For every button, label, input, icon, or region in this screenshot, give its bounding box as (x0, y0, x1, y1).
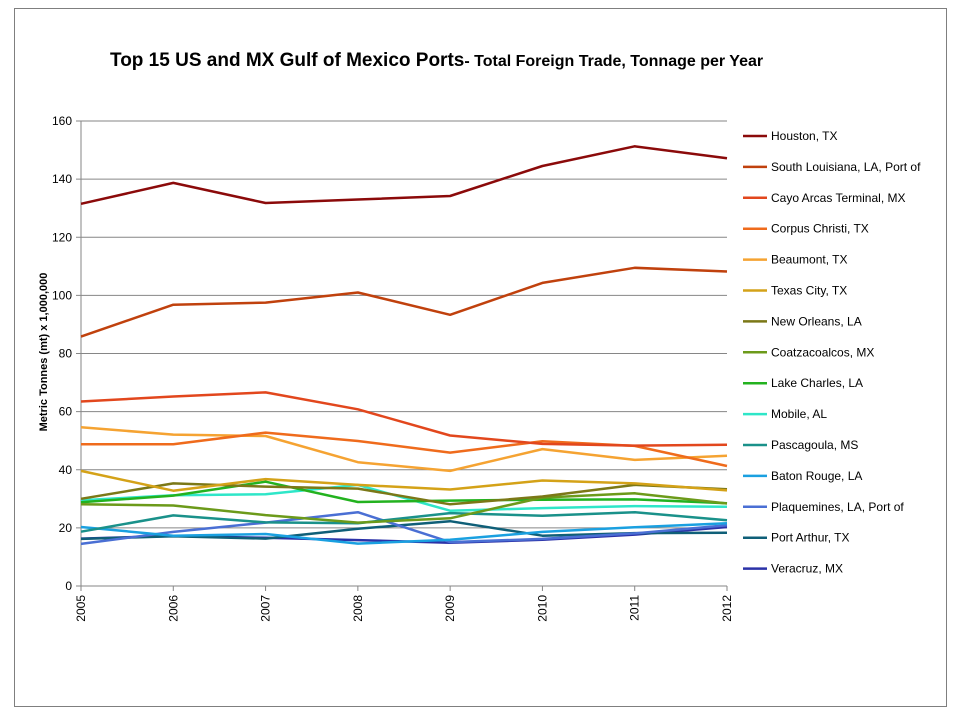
x-tick-label: 2006 (166, 595, 180, 622)
y-tick-label: 20 (59, 521, 73, 535)
legend-entry: Houston, TX (771, 129, 837, 143)
series-line (80, 266, 728, 338)
legend-entry: Plaquemines, LA, Port of (771, 500, 904, 514)
series-line (80, 469, 728, 492)
x-tick-label: 2010 (535, 595, 549, 622)
series-line (80, 145, 728, 206)
chart-title: Top 15 US and MX Gulf of Mexico Ports- T… (110, 50, 763, 71)
y-tick-label: 120 (52, 230, 72, 244)
legend-entry: Beaumont, TX (771, 253, 848, 267)
legend: Houston, TX South Louisiana, LA, Port of C… (743, 129, 921, 576)
axes (76, 120, 728, 591)
legend-entry: New Orleans, LA (771, 314, 862, 328)
series-line (80, 391, 728, 447)
x-tick-label: 2007 (259, 595, 273, 622)
series-line (80, 510, 728, 546)
series-line (80, 492, 728, 524)
gridlines (81, 120, 727, 529)
y-tick-label: 140 (52, 172, 72, 186)
y-tick-label: 160 (52, 114, 72, 128)
series-line (80, 482, 728, 506)
y-tick-label: 60 (59, 405, 73, 419)
legend-entry: Veracruz, MX (771, 562, 843, 576)
series-line (81, 431, 728, 468)
y-tick-label: 0 (65, 579, 72, 593)
series-line (80, 480, 728, 505)
y-tick-label: 100 (52, 288, 72, 302)
legend-entry: Mobile, AL (771, 407, 827, 421)
legend-entry: South Louisiana, LA, Port of (771, 160, 921, 174)
chart-frame: Top 15 US and MX Gulf of Mexico Ports- T… (14, 8, 947, 707)
legend-entry: Coatzacoalcos, MX (771, 345, 874, 359)
x-tick-label: 2005 (74, 595, 88, 622)
y-tick-labels: 0 20 40 60 80 100 120 140 160 (52, 114, 72, 593)
x-tick-label: 2009 (443, 595, 457, 622)
series-line (80, 426, 728, 473)
x-tick-label: 2011 (628, 595, 642, 621)
legend-entry: Cayo Arcas Terminal, MX (771, 191, 906, 205)
series-line (80, 521, 728, 545)
x-tick-label: 2008 (351, 595, 365, 622)
chart-title-main: Top 15 US and MX Gulf of Mexico Ports (110, 50, 464, 71)
series-lines (80, 145, 728, 546)
x-tick-label: 2012 (720, 595, 734, 622)
legend-entry: Corpus Christi, TX (771, 222, 869, 236)
y-axis-label: Metric Tonnes (mt) x 1,000,000 (38, 273, 50, 432)
legend-entry: Texas City, TX (771, 284, 847, 298)
line-chart: Top 15 US and MX Gulf of Mexico Ports- T… (38, 50, 921, 622)
series-line (80, 510, 728, 533)
legend-entry: Baton Rouge, LA (771, 469, 862, 483)
y-tick-label: 40 (59, 463, 73, 477)
legend-entry: Pascagoula, MS (771, 438, 858, 452)
legend-entry: Lake Charles, LA (771, 376, 863, 390)
y-tick-label: 80 (59, 347, 73, 361)
series-line (80, 483, 728, 512)
x-tick-labels: 2005 2006 2007 2008 2009 2010 2011 2012 (74, 595, 734, 622)
legend-entry: Port Arthur, TX (771, 531, 849, 545)
chart-title-sub: - Total Foreign Trade, Tonnage per Year (464, 53, 763, 70)
